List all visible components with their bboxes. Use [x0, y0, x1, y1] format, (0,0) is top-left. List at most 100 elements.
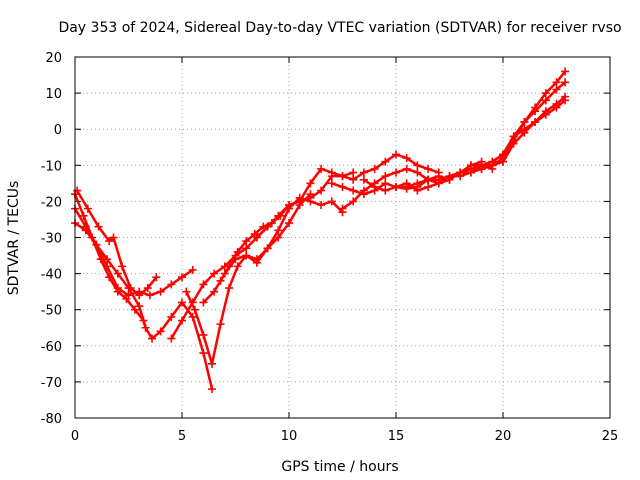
data-point	[541, 96, 550, 105]
axis-ticks: 0 5 10 15 20 25 -80 -70 -60 -50 -40 -30 -20 -10 0 10 20	[41, 51, 619, 444]
data-point	[105, 237, 114, 246]
data-point	[216, 320, 225, 329]
y-tick-label: -50	[41, 304, 62, 319]
series-track-9	[252, 150, 443, 242]
data-point	[541, 89, 550, 98]
series-line	[469, 81, 567, 167]
data-point	[167, 334, 176, 343]
y-tick-label: -70	[41, 376, 62, 391]
data-point	[402, 154, 411, 163]
data-point	[499, 157, 507, 166]
data-point	[349, 186, 358, 195]
x-tick-label: 20	[495, 429, 512, 444]
series-line	[491, 99, 567, 163]
data-point	[233, 247, 242, 256]
data-point	[466, 161, 475, 170]
data-point	[424, 164, 433, 173]
series-track-3	[73, 186, 161, 300]
data-point	[509, 132, 518, 141]
data-point	[552, 85, 561, 94]
y-tick-label: 0	[54, 123, 62, 138]
data-point	[94, 222, 103, 231]
data-point	[242, 237, 251, 246]
data-point	[152, 273, 161, 282]
data-point	[317, 164, 326, 173]
data-point	[381, 186, 390, 195]
data-point	[135, 302, 144, 311]
x-tick-label: 5	[178, 429, 186, 444]
data-point	[434, 172, 443, 181]
y-tick-label: -40	[41, 268, 62, 283]
data-point	[143, 284, 152, 293]
data-point	[242, 251, 251, 260]
data-point	[252, 233, 261, 242]
x-tick-label: 25	[602, 429, 619, 444]
y-tick-label: 10	[45, 87, 62, 102]
data-point	[349, 168, 358, 177]
data-point	[178, 316, 186, 325]
data-point	[225, 284, 234, 293]
data-point	[225, 262, 234, 271]
x-tick-label: 0	[71, 429, 79, 444]
data-point	[167, 312, 176, 321]
data-point	[381, 172, 390, 181]
data-point	[252, 255, 261, 264]
data-point	[295, 197, 304, 206]
y-tick-label: -80	[41, 412, 62, 427]
data-point	[130, 305, 139, 314]
data-point	[327, 197, 336, 206]
data-point	[79, 211, 88, 220]
y-tick-label: 20	[45, 51, 62, 66]
data-point	[148, 334, 157, 343]
series-line	[73, 192, 145, 322]
data-point	[402, 164, 411, 173]
data-point	[520, 117, 529, 126]
data-point	[456, 168, 465, 177]
data-point	[370, 164, 379, 173]
series-line	[394, 70, 567, 191]
series-track-16	[488, 96, 570, 166]
data-point	[413, 168, 422, 177]
data-point	[118, 262, 127, 271]
data-point	[392, 150, 400, 159]
data-series	[71, 67, 570, 394]
data-point	[413, 182, 422, 191]
series-line	[255, 153, 441, 239]
y-tick-label: -10	[41, 159, 62, 174]
series-track-6	[182, 190, 315, 368]
chart-title: Day 353 of 2024, Sidereal Day-to-day VTE…	[58, 20, 621, 36]
data-point	[207, 385, 216, 394]
data-point	[381, 179, 390, 188]
data-point	[113, 269, 122, 278]
data-point	[499, 150, 507, 159]
data-point	[124, 284, 133, 293]
data-point	[73, 186, 82, 195]
data-point	[182, 287, 191, 296]
data-point	[156, 287, 165, 296]
data-point	[285, 201, 293, 210]
data-point	[103, 255, 112, 264]
data-point	[92, 240, 101, 249]
data-point	[338, 182, 347, 191]
data-point	[109, 233, 118, 242]
data-point	[349, 197, 358, 206]
y-tick-label: -20	[41, 195, 62, 210]
series-line	[75, 189, 158, 297]
data-point	[135, 291, 144, 300]
data-point	[338, 204, 347, 213]
y-tick-label: -60	[41, 340, 62, 355]
data-point	[445, 175, 454, 184]
series-track-2	[71, 190, 148, 325]
data-point	[531, 117, 540, 126]
data-point	[477, 164, 486, 173]
data-point	[188, 312, 197, 321]
data-point	[552, 78, 561, 87]
data-point	[317, 201, 326, 210]
data-point	[274, 226, 283, 235]
data-point	[188, 265, 197, 274]
series-line	[330, 164, 494, 196]
data-point	[285, 219, 293, 228]
data-point	[561, 78, 570, 87]
data-point	[199, 349, 208, 358]
